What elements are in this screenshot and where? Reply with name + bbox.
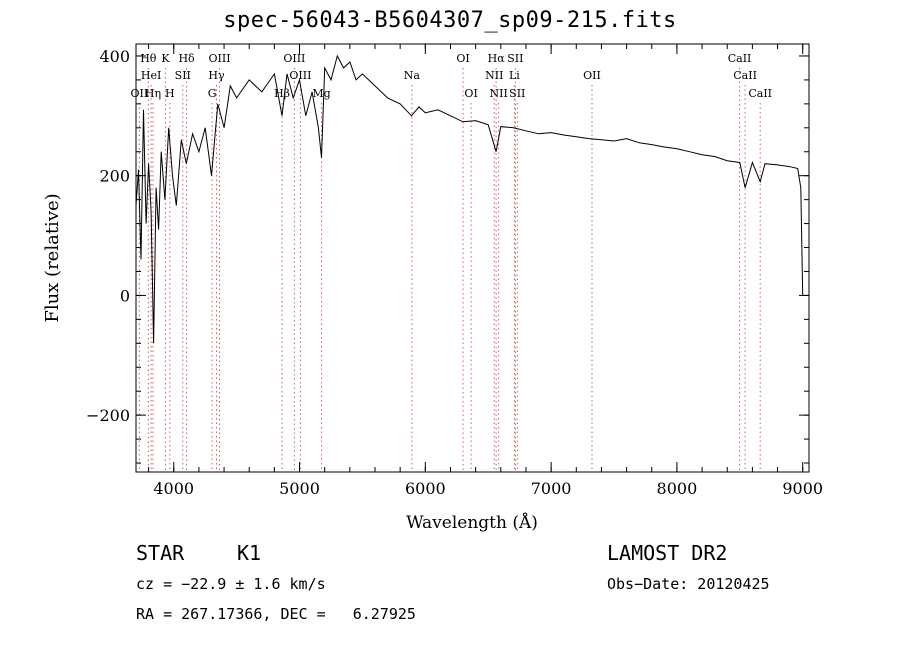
ra-dec: RA = 267.17366, DEC = 6.27925 — [136, 605, 416, 623]
x-axis-label: Wavelength (Å) — [406, 512, 538, 533]
line-label: OII — [131, 87, 149, 100]
y-tick-label: 0 — [120, 286, 130, 305]
line-label: SII — [175, 69, 191, 82]
line-label: Hβ — [274, 87, 290, 100]
x-tick-label: 5000 — [279, 479, 320, 498]
line-label: CaII — [728, 52, 752, 65]
line-label: Na — [404, 69, 421, 82]
line-label: OII — [583, 69, 601, 82]
x-tick-label: 9000 — [782, 479, 823, 498]
line-label: Hη — [145, 87, 161, 100]
plot-frame — [135, 43, 810, 473]
y-tick-label: 400 — [99, 47, 130, 66]
object-subclass: K1 — [237, 541, 262, 565]
line-label: Li — [509, 69, 520, 82]
line-label: Hθ — [140, 52, 157, 65]
axes: 4000 5000 6000 7000 8000 9000 −200 0 200 400 — [86, 44, 823, 498]
line-label: Hδ — [178, 52, 195, 65]
line-label: OIII — [283, 52, 305, 65]
line-label: Hγ — [208, 69, 225, 82]
flux-series-line — [135, 54, 804, 344]
line-label: CaII — [748, 87, 772, 100]
line-label: G — [208, 87, 217, 100]
chart-title: spec-56043-B5604307_sp09-215.fits — [223, 8, 677, 33]
y-tick-label: −200 — [86, 406, 130, 425]
obs-date: Obs−Date: 20120425 — [607, 575, 770, 593]
x-tick-label: 6000 — [405, 479, 446, 498]
y-axis-label: Flux (relative) — [42, 193, 63, 322]
x-tick-label: 7000 — [531, 479, 572, 498]
line-label: CaII — [733, 69, 757, 82]
y-tick-label: 200 — [99, 167, 130, 186]
line-label: SII — [509, 87, 525, 100]
object-class: STAR — [136, 541, 185, 565]
redshift-cz: cz = −22.9 ± 1.6 km/s — [136, 575, 326, 593]
line-label: OI — [464, 87, 477, 100]
x-tick-label: 4000 — [153, 479, 194, 498]
x-tick-label: 8000 — [657, 479, 698, 498]
line-markers — [138, 68, 761, 472]
survey-name: LAMOST DR2 — [607, 541, 728, 565]
line-label: OI — [456, 52, 469, 65]
line-label: H — [165, 87, 175, 100]
line-label: Hα — [488, 52, 506, 65]
line-label: Mg — [312, 87, 330, 100]
line-label: SII — [507, 52, 523, 65]
line-label: HeI — [141, 69, 161, 82]
line-label: K — [161, 52, 170, 65]
line-label: NII — [485, 69, 503, 82]
line-label: OIII — [208, 52, 230, 65]
line-label: OIII — [289, 69, 311, 82]
line-label: NII — [490, 87, 508, 100]
